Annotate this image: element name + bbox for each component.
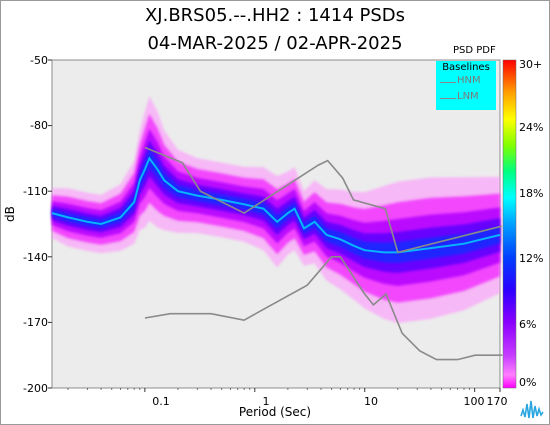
y-axis-label: dB — [3, 206, 17, 222]
y-tick-label: -170 — [23, 316, 48, 329]
y-tick-label: -140 — [23, 251, 48, 264]
axis-ticks — [48, 59, 501, 392]
legend-item-hnm: HNM — [457, 75, 481, 86]
x-tick-label: 10 — [364, 395, 378, 408]
colorbar-tick-label: 6% — [519, 318, 537, 331]
baseline-hnm-line — [144, 146, 502, 254]
legend-title: Baselines — [442, 62, 490, 73]
x-tick-label: 170 — [486, 395, 508, 408]
x-tick-label: 100 — [463, 395, 485, 408]
pdf-band-layer — [52, 149, 500, 263]
legend-swatch-lnm — [440, 98, 456, 99]
baseline-curves — [144, 146, 503, 361]
x-tick-label: 1 — [262, 395, 270, 408]
x-tick-label: 0.1 — [152, 395, 170, 408]
colorbar-title: PSD PDF — [453, 45, 496, 56]
colorbar-tick-label: 0% — [519, 376, 537, 389]
colorbar-tick-label: 30+ — [519, 58, 543, 71]
legend-item-lnm: LNM — [457, 91, 479, 102]
colorbar-tick-label: 18% — [519, 187, 544, 200]
baseline-lnm-line — [144, 255, 503, 361]
y-tick-label: -80 — [30, 119, 48, 132]
baseline-legend: Baselines HNM LNM — [436, 61, 496, 110]
y-tick-label: -200 — [23, 382, 48, 395]
legend-swatch-hnm — [440, 82, 456, 83]
y-tick-label: -50 — [30, 54, 48, 67]
chart-title: XJ.BRS05.--.HH2 : 1414 PSDs — [144, 5, 406, 26]
colorbar-tick-label: 12% — [519, 252, 544, 265]
colorbar — [502, 59, 517, 389]
x-axis-label: Period (Sec) — [238, 405, 312, 419]
pdf-layer — [51, 96, 501, 324]
waveform-logo-icon — [520, 400, 544, 419]
y-tick-label: -110 — [23, 185, 48, 198]
chart-subtitle: 04-MAR-2025 / 02-APR-2025 — [147, 33, 403, 54]
colorbar-tick-label: 24% — [519, 121, 544, 134]
